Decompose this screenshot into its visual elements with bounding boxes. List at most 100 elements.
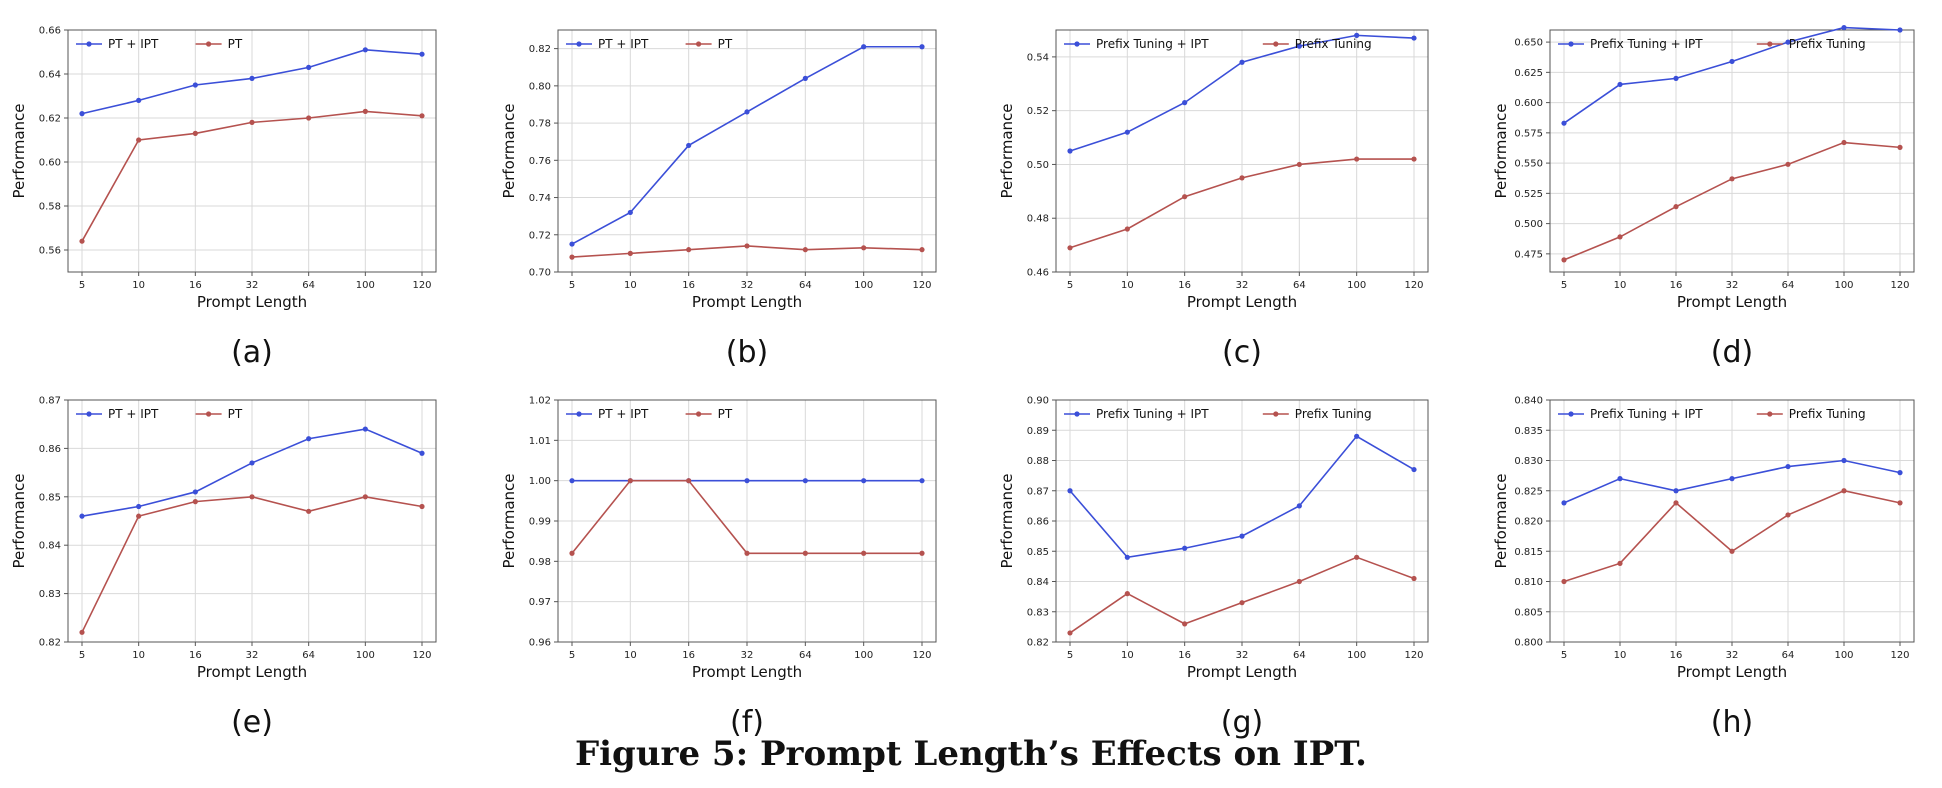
y-tick-label: 0.78 xyxy=(529,119,551,130)
data-point xyxy=(1239,600,1245,606)
data-point xyxy=(1182,621,1188,627)
data-point xyxy=(249,75,255,81)
data-point xyxy=(1296,43,1302,49)
data-point xyxy=(919,478,925,484)
y-tick-label: 0.72 xyxy=(529,230,551,241)
x-axis-label: Prompt Length xyxy=(692,663,802,681)
data-point xyxy=(362,108,368,114)
y-tick-label: 0.70 xyxy=(529,268,551,279)
x-tick-label: 16 xyxy=(1670,280,1683,291)
x-tick-label: 120 xyxy=(912,280,931,291)
data-point xyxy=(1729,548,1735,554)
legend-label: Prefix Tuning + IPT xyxy=(1590,37,1703,51)
data-point xyxy=(1124,129,1130,135)
legend-swatch-marker xyxy=(1273,41,1279,47)
y-tick-label: 1.01 xyxy=(529,436,551,447)
data-point xyxy=(1785,39,1791,45)
chart-panel-d: 0.475 0.500 0.525 0.550 0.575 0.600 0.625 0.650… xyxy=(1492,24,1915,370)
data-point xyxy=(1296,161,1302,168)
legend-label: Prefix Tuning xyxy=(1789,37,1866,51)
chart-panel-g: 0.82 0.83 0.84 0.85 0.86 0.87 0.88 0.89 0.90 5 10 1… xyxy=(998,396,1429,740)
y-tick-label: 0.87 xyxy=(1027,486,1049,497)
panel-label: (a) xyxy=(231,335,273,370)
x-tick-label: 120 xyxy=(1404,650,1423,661)
y-tick-label: 0.98 xyxy=(529,557,551,568)
y-tick-label: 0.52 xyxy=(1027,106,1049,117)
x-tick-label: 64 xyxy=(1293,650,1306,661)
legend-swatch-marker xyxy=(86,411,92,417)
data-point xyxy=(1785,161,1791,167)
data-point xyxy=(919,44,925,50)
data-point xyxy=(249,119,255,125)
data-point xyxy=(686,247,692,253)
x-tick-label: 10 xyxy=(624,280,637,291)
plot-frame xyxy=(67,29,437,273)
data-point xyxy=(1067,488,1073,494)
data-point xyxy=(861,550,867,556)
y-axis-label: Performance xyxy=(998,473,1016,568)
legend-swatch-marker xyxy=(576,41,582,47)
x-tick-label: 32 xyxy=(246,650,259,661)
data-point xyxy=(802,478,808,484)
plot-frame xyxy=(557,399,937,643)
data-point xyxy=(1124,554,1130,560)
x-axis-label: Prompt Length xyxy=(1677,663,1787,681)
data-point xyxy=(362,47,368,53)
y-tick-label: 0.650 xyxy=(1514,38,1543,49)
panel-label: (h) xyxy=(1711,705,1753,740)
y-tick-label: 0.56 xyxy=(39,246,61,257)
data-point xyxy=(1561,500,1567,506)
data-point xyxy=(1296,578,1302,585)
data-point xyxy=(1411,35,1417,41)
data-point xyxy=(419,503,425,510)
x-tick-label: 100 xyxy=(1834,280,1853,291)
data-point xyxy=(136,97,142,103)
y-tick-label: 0.86 xyxy=(39,444,61,455)
plot-frame xyxy=(1055,29,1429,273)
x-tick-label: 16 xyxy=(1178,280,1191,291)
x-tick-label: 5 xyxy=(1067,280,1073,291)
y-tick-label: 0.60 xyxy=(39,158,61,169)
legend-label: PT + IPT xyxy=(598,407,649,421)
x-tick-label: 120 xyxy=(412,280,431,291)
y-tick-label: 0.85 xyxy=(1027,547,1049,558)
x-tick-label: 64 xyxy=(1293,280,1306,291)
data-point xyxy=(192,499,198,505)
x-tick-label: 120 xyxy=(1404,280,1423,291)
x-axis-label: Prompt Length xyxy=(197,293,307,311)
y-axis-label: Performance xyxy=(998,103,1016,198)
x-axis-label: Prompt Length xyxy=(692,293,802,311)
x-tick-label: 100 xyxy=(356,280,375,291)
chart-panel-a: 0.56 0.58 0.60 0.62 0.64 0.66 5 10 16 32 64 100 120 P… xyxy=(10,26,437,370)
legend-swatch-marker xyxy=(1074,411,1080,417)
y-tick-label: 1.02 xyxy=(529,396,551,407)
legend-label: PT + IPT xyxy=(598,37,649,51)
panel-label: (b) xyxy=(726,335,768,370)
x-tick-label: 32 xyxy=(741,650,754,661)
y-tick-label: 0.830 xyxy=(1514,456,1543,467)
data-point xyxy=(1067,245,1073,251)
data-point xyxy=(1354,433,1360,439)
data-point xyxy=(1354,554,1360,560)
data-point xyxy=(1673,488,1679,494)
y-tick-label: 0.90 xyxy=(1027,396,1049,407)
x-tick-label: 120 xyxy=(1890,650,1909,661)
panel-label: (e) xyxy=(231,705,273,740)
data-point xyxy=(1897,470,1903,476)
plot-frame xyxy=(557,29,937,273)
x-tick-label: 64 xyxy=(302,280,315,291)
data-point xyxy=(1729,176,1735,182)
y-tick-label: 0.76 xyxy=(529,156,551,167)
x-tick-label: 10 xyxy=(1614,280,1627,291)
data-point xyxy=(136,503,142,510)
data-point xyxy=(569,550,575,556)
panel-label: (c) xyxy=(1222,335,1262,370)
data-point xyxy=(627,478,633,484)
data-point xyxy=(1897,500,1903,506)
data-point xyxy=(1411,575,1417,582)
x-tick-label: 64 xyxy=(1782,280,1795,291)
panel-label: (d) xyxy=(1711,335,1753,370)
y-tick-label: 0.83 xyxy=(39,589,61,600)
legend-label: Prefix Tuning + IPT xyxy=(1096,407,1209,421)
